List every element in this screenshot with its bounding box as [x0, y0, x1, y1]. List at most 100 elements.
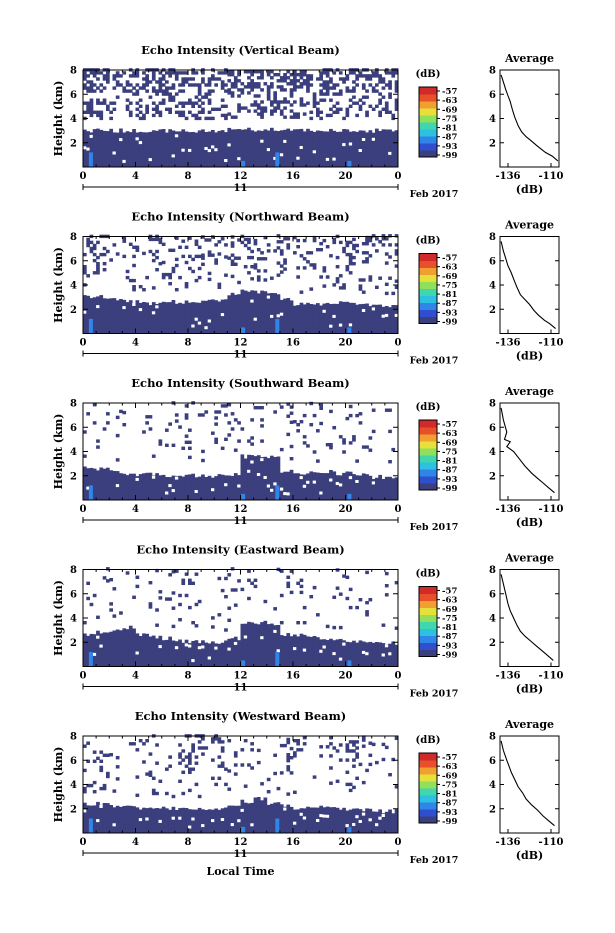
- y-tick-label: 2: [70, 638, 77, 649]
- echo-low-layer: [158, 475, 163, 500]
- echo-cell: [106, 80, 110, 84]
- echo-cell: [145, 415, 149, 419]
- echo-cell: [99, 89, 104, 93]
- echo-cell: [184, 282, 189, 286]
- echo-low-layer: [151, 635, 156, 667]
- echo-low-layer: [201, 474, 205, 500]
- echo-cell: [289, 457, 294, 461]
- echo-gap: [207, 149, 212, 153]
- echo-cell: [174, 77, 179, 81]
- echo-cell: [250, 265, 254, 269]
- echo-cell: [368, 448, 373, 452]
- echo-cell: [263, 235, 268, 240]
- colorbar-frame: [418, 586, 438, 657]
- profile-title: Average: [504, 219, 554, 232]
- echo-low-layer: [227, 475, 232, 500]
- echo-cell: [391, 74, 396, 78]
- colorbar-tick-label: -93: [442, 808, 457, 818]
- echo-cell: [365, 601, 369, 605]
- echo-low-layer: [270, 127, 274, 167]
- echo-cell: [86, 86, 90, 90]
- echo-gap: [325, 157, 330, 161]
- echo-low-layer: [106, 467, 110, 500]
- echo-cell: [378, 276, 382, 280]
- echo-cell: [325, 83, 330, 87]
- echo-cell: [289, 746, 294, 751]
- echo-gap: [211, 145, 215, 149]
- echo-cell: [194, 239, 199, 243]
- echo-low-layer: [384, 476, 389, 500]
- echo-cell: [96, 756, 100, 760]
- echo-cell: [96, 101, 100, 105]
- echo-cell: [263, 82, 268, 86]
- echo-gap: [276, 314, 281, 318]
- echo-bright-spot: [241, 160, 246, 167]
- echo-low-layer: [289, 806, 294, 833]
- profile-y-tick-label: 2: [489, 138, 496, 149]
- colorbar-swatch: [419, 420, 437, 428]
- echo-cell: [125, 571, 130, 575]
- echo-low-layer: [375, 811, 379, 833]
- echo-gap: [181, 148, 186, 152]
- echo-low-layer: [342, 472, 346, 500]
- echo-cell: [188, 101, 192, 105]
- colorbar-tick-label: -63: [442, 263, 457, 273]
- echo-low-layer: [286, 298, 291, 334]
- echo-cell: [332, 83, 337, 87]
- echo-cell: [316, 248, 320, 252]
- echo-cell: [286, 581, 291, 585]
- echo-gap: [368, 818, 373, 822]
- echo-cell: [253, 103, 258, 107]
- echo-cell: [306, 89, 310, 93]
- echo-cell: [178, 743, 182, 747]
- echo-cell: [394, 279, 399, 283]
- echo-low-layer: [155, 304, 159, 334]
- echo-cell: [260, 115, 264, 119]
- echo-cell: [378, 240, 382, 244]
- echo-low-layer: [161, 806, 166, 833]
- echo-cell: [302, 621, 307, 625]
- echo-cell: [263, 257, 268, 261]
- profile-line: [500, 241, 556, 330]
- echo-cell: [112, 77, 117, 81]
- echo-low-layer: [361, 130, 366, 167]
- echo-low-layer: [194, 132, 199, 167]
- echo-low-layer: [96, 630, 100, 667]
- profile-x-tick-label: -136: [495, 504, 520, 515]
- echo-low-layer: [319, 305, 323, 334]
- echo-cell: [352, 438, 356, 442]
- echo-cell: [394, 101, 399, 105]
- echo-cell: [115, 252, 120, 256]
- echo-low-layer: [361, 641, 366, 667]
- echo-low-layer: [368, 306, 373, 334]
- echo-cell: [128, 742, 133, 746]
- echo-cell: [388, 255, 392, 259]
- echo-low-layer: [283, 806, 287, 833]
- echo-low-layer: [361, 473, 366, 500]
- profile-frame: [499, 69, 560, 168]
- echo-cell: [263, 278, 268, 282]
- echo-low-layer: [194, 809, 199, 833]
- x-tick-label: 20: [339, 837, 353, 848]
- echo-cell: [348, 240, 353, 245]
- echo-cell: [194, 624, 199, 628]
- echo-cell: [191, 113, 195, 118]
- echo-cell: [151, 107, 156, 111]
- echo-low-layer: [243, 290, 248, 334]
- echo-low-layer: [184, 808, 189, 833]
- echo-gap: [361, 650, 366, 654]
- echo-cell: [260, 257, 264, 261]
- echo-cell: [237, 103, 241, 107]
- echo-gap: [256, 473, 261, 476]
- echo-gap: [371, 307, 376, 311]
- echo-low-layer: [348, 642, 353, 667]
- echo-gap: [224, 159, 228, 162]
- echo-cell: [322, 71, 327, 75]
- echo-cell: [293, 235, 297, 240]
- echo-cell: [394, 252, 399, 256]
- echo-cell: [319, 74, 323, 78]
- echo-cell: [201, 71, 205, 75]
- echo-cell: [319, 92, 323, 96]
- echo-cell: [332, 746, 337, 750]
- echo-cell: [355, 74, 359, 78]
